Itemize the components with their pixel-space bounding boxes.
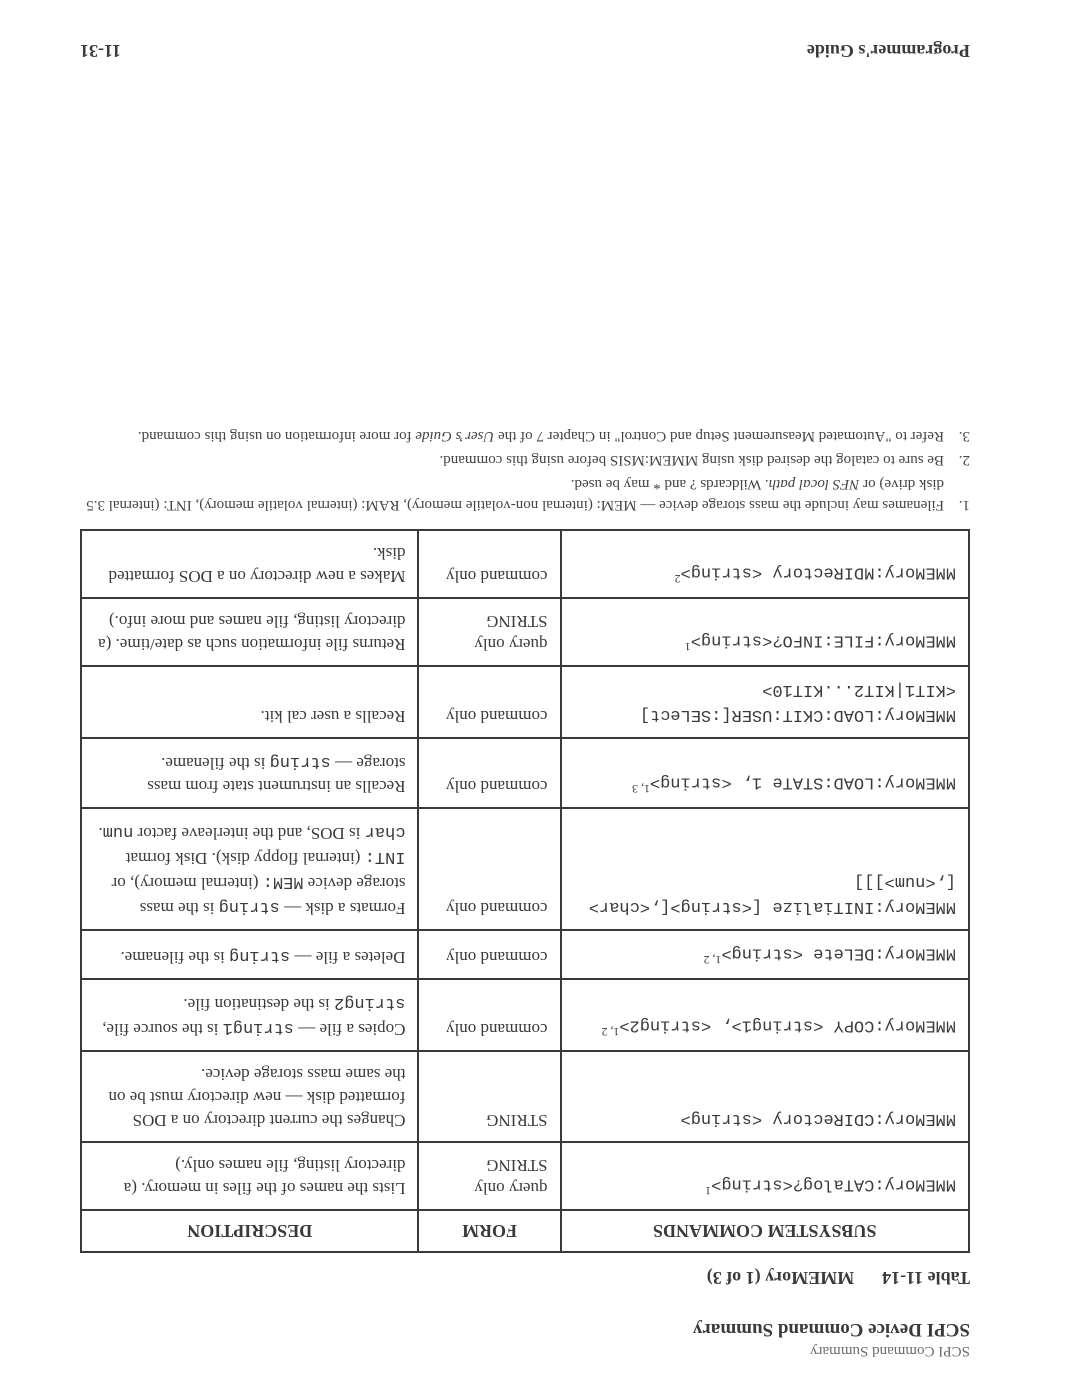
cell-form: query only STRING — [418, 598, 560, 666]
table-row: MMEMory:INITialize [<string>[,<char>[,<n… — [81, 808, 969, 930]
command-table: SUBSYSTEM COMMANDS FORM DESCRIPTION MMEM… — [80, 529, 970, 1253]
cell-command: MMEMory:LOAD:CKIT:USER[:SELect] <KIT1|KI… — [561, 666, 969, 738]
cell-form: command only — [418, 530, 560, 598]
table-row: MMEMory:MDIRectory <string>2command only… — [81, 530, 969, 598]
col-form: FORM — [418, 1210, 560, 1252]
table-header-row: SUBSYSTEM COMMANDS FORM DESCRIPTION — [81, 1210, 969, 1252]
cell-description: Recalls an instrument state from mass st… — [81, 738, 418, 808]
cell-command: MMEMory:CATalog?<string>1 — [561, 1142, 969, 1210]
cell-command: MMEMory:DELete <string>1, 2 — [561, 930, 969, 980]
footnotes: 1.Filenames may include the mass storage… — [80, 424, 970, 515]
cell-command: MMEMory:INITialize [<string>[,<char>[,<n… — [561, 808, 969, 930]
cell-command: MMEMory:CDIRectory <string> — [561, 1051, 969, 1142]
cell-form: command only — [418, 738, 560, 808]
cell-form: command only — [418, 666, 560, 738]
footer-right: 11-31 — [80, 40, 121, 61]
cell-command: MMEMory:MDIRectory <string>2 — [561, 530, 969, 598]
table-row: MMEMory:COPY <string1>, <string2>1, 2com… — [81, 979, 969, 1051]
footnote: 2.Be sure to catalog the desired disk us… — [80, 448, 970, 470]
col-description: DESCRIPTION — [81, 1210, 418, 1252]
table-row: MMEMory:LOAD:STATe 1, <string>1, 3comman… — [81, 738, 969, 808]
section-heading: SCPI Device Command Summary — [80, 1318, 970, 1340]
cell-form: command only — [418, 808, 560, 930]
cell-command: MMEMory:COPY <string1>, <string2>1, 2 — [561, 979, 969, 1051]
table-caption-title: MMEMory (1 of 3) — [707, 1267, 854, 1288]
cell-command: MMEMory:FILE:INFO?<string>1 — [561, 598, 969, 666]
table-row: MMEMory:FILE:INFO?<string>1query only ST… — [81, 598, 969, 666]
page-footer: Programmer's Guide 11-31 — [80, 40, 970, 61]
table-row: MMEMory:DELete <string>1, 2command onlyD… — [81, 930, 969, 980]
footnote: 3.Refer to "Automated Measurement Setup … — [80, 424, 970, 446]
cell-form: command only — [418, 979, 560, 1051]
cell-description: Returns file information such as date/ti… — [81, 598, 418, 666]
cell-description: Formats a disk — string is the mass stor… — [81, 808, 418, 930]
cell-form: STRING — [418, 1051, 560, 1142]
table-row: MMEMory:CDIRectory <string>STRINGChanges… — [81, 1051, 969, 1142]
table-caption: Table 11-14 MMEMory (1 of 3) — [80, 1267, 970, 1288]
cell-description: Lists the names of the files in memory. … — [81, 1142, 418, 1210]
cell-description: Makes a new directory on a DOS formatted… — [81, 530, 418, 598]
col-subsystem: SUBSYSTEM COMMANDS — [561, 1210, 969, 1252]
table-caption-label: Table 11-14 — [882, 1267, 970, 1288]
cell-command: MMEMory:LOAD:STATe 1, <string>1, 3 — [561, 738, 969, 808]
table-row: MMEMory:CATalog?<string>1query only STRI… — [81, 1142, 969, 1210]
cell-description: Changes the current directory on a DOS f… — [81, 1051, 418, 1142]
cell-description: Deletes a file — string is the filename. — [81, 930, 418, 980]
footer-left: Programmer's Guide — [807, 40, 970, 61]
table-row: MMEMory:LOAD:CKIT:USER[:SELect] <KIT1|KI… — [81, 666, 969, 738]
cell-description: Copies a file — string1 is the source fi… — [81, 979, 418, 1051]
page: SCPI Command Summary SCPI Device Command… — [0, 0, 1080, 1399]
cell-form: query only STRING — [418, 1142, 560, 1210]
footnote: 1.Filenames may include the mass storage… — [80, 472, 970, 516]
running-head: SCPI Command Summary — [80, 1342, 970, 1359]
cell-description: Recalls a user cal kit. — [81, 666, 418, 738]
cell-form: command only — [418, 930, 560, 980]
